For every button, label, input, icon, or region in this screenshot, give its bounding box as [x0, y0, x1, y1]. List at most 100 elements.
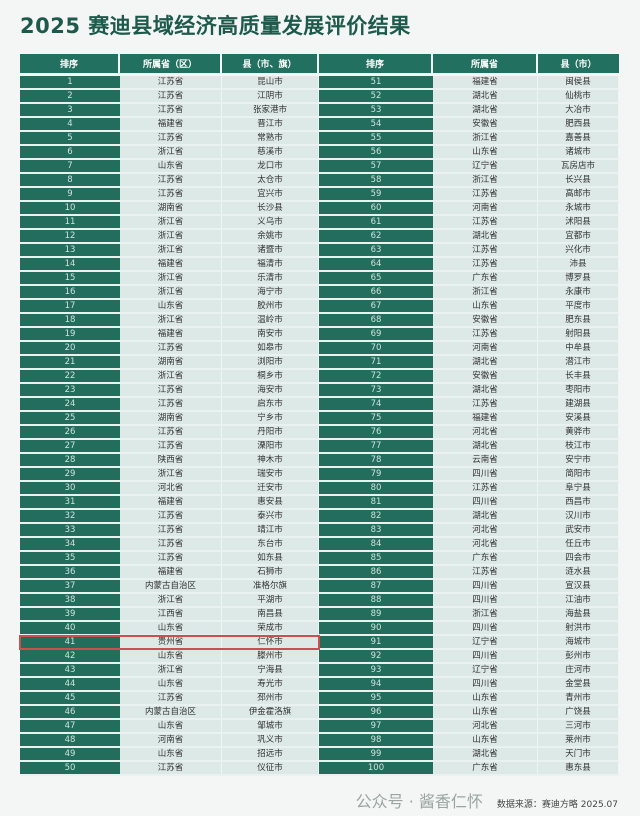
table-row: 46 内蒙古自治区 伊金霍洛旗 — [20, 706, 319, 720]
province-cell: 浙江省 — [120, 230, 222, 244]
rank-cell: 15 — [20, 272, 120, 286]
province-cell: 四川省 — [433, 622, 538, 636]
rank-cell: 28 — [20, 454, 120, 468]
table-row: 23 江苏省 海安市 — [20, 384, 319, 398]
table-row: 19 福建省 南安市 — [20, 328, 319, 342]
county-cell: 永康市 — [538, 286, 619, 300]
rank-cell: 70 — [319, 342, 433, 356]
table-row: 4 福建省 晋江市 — [20, 118, 319, 132]
rank-cell: 46 — [20, 706, 120, 720]
province-cell: 四川省 — [433, 650, 538, 664]
rank-cell: 63 — [319, 244, 433, 258]
rank-cell: 96 — [319, 706, 433, 720]
rank-cell: 8 — [20, 174, 120, 188]
table-row: 56 山东省 诸城市 — [319, 146, 619, 160]
county-cell: 永城市 — [538, 202, 619, 216]
table-row: 34 江苏省 东台市 — [20, 538, 319, 552]
rank-cell: 19 — [20, 328, 120, 342]
county-cell: 海盐县 — [538, 608, 619, 622]
rank-cell: 23 — [20, 384, 120, 398]
table-row: 84 河北省 任丘市 — [319, 538, 619, 552]
county-cell: 福清市 — [222, 258, 319, 272]
province-cell: 山东省 — [120, 622, 222, 636]
rank-cell: 85 — [319, 552, 433, 566]
province-cell: 浙江省 — [120, 664, 222, 678]
province-cell: 江苏省 — [433, 328, 538, 342]
province-cell: 江苏省 — [120, 174, 222, 188]
county-cell: 平度市 — [538, 300, 619, 314]
province-cell: 安徽省 — [433, 118, 538, 132]
rank-cell: 60 — [319, 202, 433, 216]
province-cell: 福建省 — [120, 328, 222, 342]
table-row: 12 浙江省 余姚市 — [20, 230, 319, 244]
table-row: 58 浙江省 长兴县 — [319, 174, 619, 188]
table-row: 79 四川省 简阳市 — [319, 468, 619, 482]
rank-cell: 43 — [20, 664, 120, 678]
province-cell: 浙江省 — [120, 314, 222, 328]
county-cell: 肥东县 — [538, 314, 619, 328]
rank-cell: 76 — [319, 426, 433, 440]
rank-cell: 3 — [20, 104, 120, 118]
province-cell: 江苏省 — [120, 132, 222, 146]
county-cell: 邹城市 — [222, 720, 319, 734]
table-row: 78 云南省 安宁市 — [319, 454, 619, 468]
table-row: 25 湖南省 宁乡市 — [20, 412, 319, 426]
province-cell: 山东省 — [120, 748, 222, 762]
table-row: 30 河北省 迁安市 — [20, 482, 319, 496]
table-row: 93 辽宁省 庄河市 — [319, 664, 619, 678]
province-cell: 江苏省 — [120, 398, 222, 412]
table-row: 24 江苏省 启东市 — [20, 398, 319, 412]
table-row: 15 浙江省 乐清市 — [20, 272, 319, 286]
table-row: 61 江苏省 沭阳县 — [319, 216, 619, 230]
province-cell: 江苏省 — [120, 76, 222, 90]
rank-cell: 73 — [319, 384, 433, 398]
rank-cell: 2 — [20, 90, 120, 104]
province-cell: 江苏省 — [433, 258, 538, 272]
rank-cell: 34 — [20, 538, 120, 552]
county-cell: 神木市 — [222, 454, 319, 468]
rank-cell: 67 — [319, 300, 433, 314]
county-cell: 余姚市 — [222, 230, 319, 244]
rank-cell: 25 — [20, 412, 120, 426]
county-cell: 三河市 — [538, 720, 619, 734]
county-cell: 胶州市 — [222, 300, 319, 314]
province-cell: 安徽省 — [433, 370, 538, 384]
province-cell: 湖北省 — [433, 440, 538, 454]
table-row: 16 浙江省 海宁市 — [20, 286, 319, 300]
table-row: 1 江苏省 昆山市 — [20, 76, 319, 90]
rank-cell: 93 — [319, 664, 433, 678]
rank-cell: 9 — [20, 188, 120, 202]
county-cell: 海安市 — [222, 384, 319, 398]
rank-cell: 24 — [20, 398, 120, 412]
province-cell: 内蒙古自治区 — [120, 580, 222, 594]
rank-cell: 74 — [319, 398, 433, 412]
table-row: 50 江苏省 仪征市 — [20, 762, 319, 776]
province-cell: 山东省 — [120, 300, 222, 314]
footer: 公众号 · 酱香仁怀 数据来源：赛迪方略 2025.07 — [356, 793, 618, 811]
province-cell: 山东省 — [433, 706, 538, 720]
province-cell: 山东省 — [433, 300, 538, 314]
table-header-row: 排序 所属省（区） 县（市、旗） — [20, 54, 319, 76]
table-row: 60 河南省 永城市 — [319, 202, 619, 216]
county-cell: 昆山市 — [222, 76, 319, 90]
county-cell: 仪征市 — [222, 762, 319, 776]
province-cell: 江苏省 — [120, 104, 222, 118]
table-row: 81 四川省 西昌市 — [319, 496, 619, 510]
county-cell: 宜都市 — [538, 230, 619, 244]
table-row: 3 江苏省 张家港市 — [20, 104, 319, 118]
province-cell: 福建省 — [120, 496, 222, 510]
table-row: 72 安徽省 长丰县 — [319, 370, 619, 384]
province-cell: 江苏省 — [433, 398, 538, 412]
table-header-row: 排序 所属省 县（市） — [319, 54, 619, 76]
table-row: 28 陕西省 神木市 — [20, 454, 319, 468]
county-cell: 阜宁县 — [538, 482, 619, 496]
rank-cell: 5 — [20, 132, 120, 146]
rank-cell: 41 — [20, 636, 120, 650]
rank-cell: 78 — [319, 454, 433, 468]
province-cell: 江苏省 — [433, 482, 538, 496]
county-cell: 东台市 — [222, 538, 319, 552]
province-cell: 福建省 — [120, 258, 222, 272]
table-row: 95 山东省 青州市 — [319, 692, 619, 706]
table-row: 26 江苏省 丹阳市 — [20, 426, 319, 440]
rank-cell: 49 — [20, 748, 120, 762]
